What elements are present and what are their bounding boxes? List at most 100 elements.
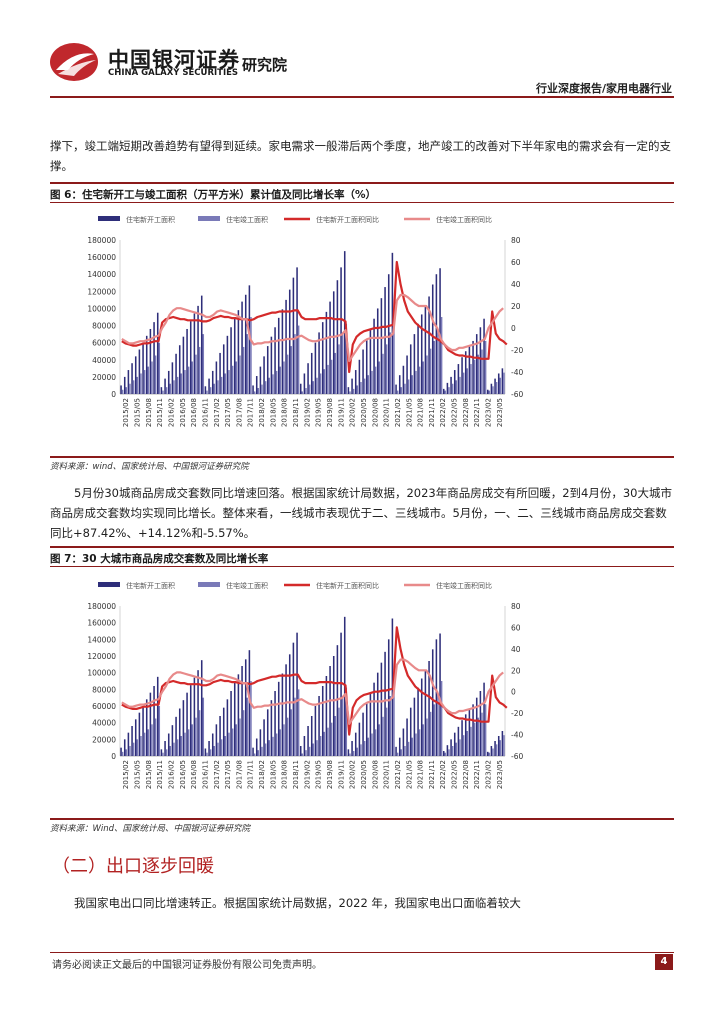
bar xyxy=(123,739,126,756)
bar xyxy=(354,370,357,394)
bar xyxy=(274,327,276,394)
bar xyxy=(127,732,130,756)
bar xyxy=(125,749,128,756)
bar xyxy=(387,639,390,756)
bar xyxy=(193,313,196,394)
x-tick-label: 2018/11 xyxy=(292,760,300,789)
bar xyxy=(286,717,289,756)
report-type: 行业深度报告/家用电器行业 xyxy=(535,82,672,95)
bar xyxy=(250,681,252,756)
bar xyxy=(371,370,373,394)
y2-tick-label: -60 xyxy=(511,390,523,399)
bar xyxy=(242,346,245,394)
x-tick-label: 2021/05 xyxy=(405,760,413,789)
bar xyxy=(488,390,491,394)
legend-swatch xyxy=(198,216,220,221)
bar xyxy=(459,376,461,394)
legend-swatch xyxy=(98,582,120,587)
x-tick-label: 2016/08 xyxy=(190,760,198,789)
bar xyxy=(437,329,439,394)
bar xyxy=(349,391,351,394)
bar xyxy=(387,274,390,394)
bar xyxy=(211,370,214,394)
bar xyxy=(231,728,234,756)
y2-tick-label: 80 xyxy=(511,602,521,611)
y-tick-label: 140000 xyxy=(87,270,116,279)
bar xyxy=(121,389,124,394)
bar xyxy=(398,737,401,756)
bar xyxy=(224,373,227,394)
x-tick-label: 2017/08 xyxy=(235,760,243,789)
bar xyxy=(213,746,216,756)
bar xyxy=(413,697,416,756)
x-tick-label: 2019/08 xyxy=(326,760,334,789)
bar xyxy=(149,328,152,394)
bar xyxy=(483,318,485,394)
bar xyxy=(385,707,388,756)
figure-bottom-rule xyxy=(50,818,674,820)
bar xyxy=(136,739,139,756)
y2-tick-label: -20 xyxy=(511,346,523,355)
y-tick-label: 100000 xyxy=(87,304,116,313)
paragraph-1: 撑下，竣工端短期改善趋势有望得到延续。家电需求一般滞后两个季度，地产竣工的改善对… xyxy=(50,139,671,173)
bar xyxy=(220,376,223,394)
bar xyxy=(235,361,238,394)
bar xyxy=(323,731,326,756)
bar xyxy=(402,365,405,394)
bar xyxy=(486,751,489,756)
bar xyxy=(200,295,203,394)
bar xyxy=(305,750,307,756)
figure-6-source: 资料来源：wind、国家统计局、中国银河证券研究院 xyxy=(50,462,249,472)
bar xyxy=(490,383,493,394)
bar xyxy=(151,361,153,394)
x-tick-label: 2015/11 xyxy=(156,398,164,427)
x-tick-label: 2019/02 xyxy=(303,398,311,427)
x-tick-label: 2020/02 xyxy=(349,398,357,427)
bar xyxy=(417,687,419,756)
bar xyxy=(316,740,318,756)
bar xyxy=(195,354,197,394)
bar xyxy=(503,372,505,394)
bar xyxy=(143,732,146,756)
bar xyxy=(198,710,201,756)
bar xyxy=(268,740,271,756)
bar xyxy=(200,660,203,756)
x-tick-label: 2017/05 xyxy=(224,398,232,427)
bar xyxy=(442,388,445,394)
y2-tick-label: 0 xyxy=(511,688,516,697)
bar xyxy=(470,364,472,394)
bar xyxy=(351,378,353,394)
bar xyxy=(160,387,163,394)
x-tick-label: 2016/11 xyxy=(201,760,209,789)
y-tick-label: 180000 xyxy=(87,602,116,611)
bar xyxy=(204,386,207,394)
bar xyxy=(472,340,474,394)
x-tick-label: 2020/05 xyxy=(360,760,368,789)
x-tick-label: 2018/02 xyxy=(258,398,266,427)
bar xyxy=(299,746,302,756)
bar xyxy=(352,751,355,756)
bar xyxy=(239,718,241,756)
bar xyxy=(483,682,485,756)
bar xyxy=(292,277,295,394)
bar xyxy=(479,327,482,394)
bar xyxy=(288,654,291,756)
bar xyxy=(125,387,128,394)
bar xyxy=(418,366,421,394)
x-tick-label: 2017/05 xyxy=(224,760,232,789)
bar xyxy=(329,301,331,394)
bar xyxy=(303,736,306,756)
bar xyxy=(310,716,313,756)
bar xyxy=(153,322,155,394)
bar xyxy=(332,656,335,756)
bar xyxy=(162,752,164,756)
x-tick-label: 2021/11 xyxy=(428,398,436,427)
bar xyxy=(433,704,436,756)
bar xyxy=(413,334,416,394)
bar xyxy=(404,746,406,756)
bar xyxy=(466,731,469,756)
bar xyxy=(303,373,306,394)
y-tick-label: 160000 xyxy=(87,253,116,262)
x-tick-label: 2023/02 xyxy=(485,760,493,789)
bar xyxy=(297,325,300,394)
